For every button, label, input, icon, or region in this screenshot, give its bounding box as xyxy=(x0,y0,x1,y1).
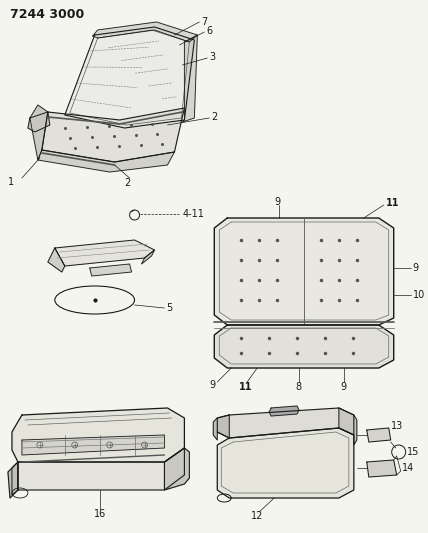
Polygon shape xyxy=(22,435,164,455)
Polygon shape xyxy=(90,264,131,276)
Polygon shape xyxy=(164,448,189,490)
Text: 9: 9 xyxy=(340,382,346,392)
Polygon shape xyxy=(18,448,184,490)
Text: 11: 11 xyxy=(386,198,399,208)
Text: 13: 13 xyxy=(391,421,403,431)
Polygon shape xyxy=(38,150,175,172)
Polygon shape xyxy=(214,325,394,368)
Text: 7: 7 xyxy=(201,17,208,27)
Polygon shape xyxy=(42,108,184,162)
Polygon shape xyxy=(213,415,229,440)
Polygon shape xyxy=(214,218,394,325)
Text: 9: 9 xyxy=(209,380,215,390)
Polygon shape xyxy=(182,35,197,122)
Polygon shape xyxy=(217,408,354,438)
Polygon shape xyxy=(28,112,50,132)
Text: 16: 16 xyxy=(94,509,106,519)
Text: 1: 1 xyxy=(8,177,14,187)
Text: 3: 3 xyxy=(209,52,215,62)
Text: 12: 12 xyxy=(251,511,264,521)
Text: 2: 2 xyxy=(211,112,217,122)
Polygon shape xyxy=(12,462,18,495)
Text: 15: 15 xyxy=(407,447,419,457)
Polygon shape xyxy=(269,406,299,416)
Text: 10: 10 xyxy=(413,290,425,300)
Text: 2: 2 xyxy=(125,178,131,188)
Text: 9: 9 xyxy=(413,263,419,273)
Text: 14: 14 xyxy=(402,463,414,473)
Text: 8: 8 xyxy=(295,382,301,392)
Text: 11: 11 xyxy=(239,382,253,392)
Text: 5: 5 xyxy=(166,303,173,313)
Polygon shape xyxy=(55,240,155,266)
Polygon shape xyxy=(12,408,184,462)
Polygon shape xyxy=(93,22,197,42)
Polygon shape xyxy=(30,105,48,160)
Polygon shape xyxy=(339,408,357,445)
Polygon shape xyxy=(48,248,65,272)
Text: 9: 9 xyxy=(274,197,280,207)
Polygon shape xyxy=(142,250,155,264)
Text: 7244 3000: 7244 3000 xyxy=(10,7,84,20)
Text: 6: 6 xyxy=(206,26,212,36)
Polygon shape xyxy=(8,462,18,498)
Polygon shape xyxy=(367,460,397,477)
Polygon shape xyxy=(217,428,354,498)
Polygon shape xyxy=(65,27,194,128)
Polygon shape xyxy=(367,428,391,442)
Text: 4-11: 4-11 xyxy=(182,209,204,219)
